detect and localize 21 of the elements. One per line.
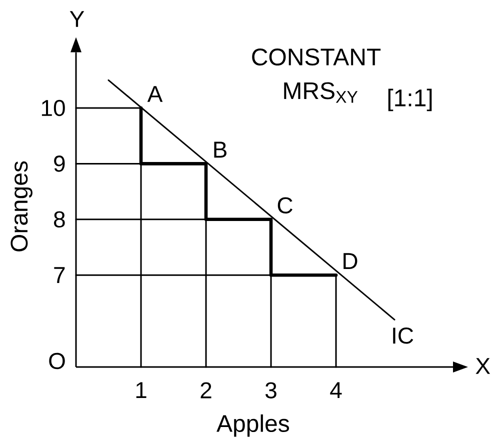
annotation: [1:1] [388, 88, 432, 112]
annotation: D [344, 253, 358, 270]
x-tick-label: 3 [265, 382, 276, 398]
x-tick-label: 4 [330, 382, 342, 398]
y-tick-label: 8 [54, 211, 65, 228]
chart-title: CONSTANT [252, 48, 381, 66]
text: X [476, 358, 490, 374]
x-axis-title: Apples [216, 414, 290, 437]
annotation: A [147, 86, 163, 102]
y-tick-label: 9 [54, 156, 65, 172]
x-tick-label: 1 [136, 382, 146, 398]
text: Y [70, 11, 84, 27]
text: MRS$_{XY}$ [284, 82, 358, 103]
y-axis-title: Oranges [10, 161, 32, 252]
x-tick-label: 2 [200, 382, 212, 398]
annotation: C [278, 197, 292, 214]
series-label: IC [393, 328, 414, 344]
y-tick-label: 10 [42, 100, 65, 116]
annotation: B [214, 142, 226, 158]
text: O [49, 352, 65, 370]
y-tick-label: 7 [54, 267, 65, 284]
